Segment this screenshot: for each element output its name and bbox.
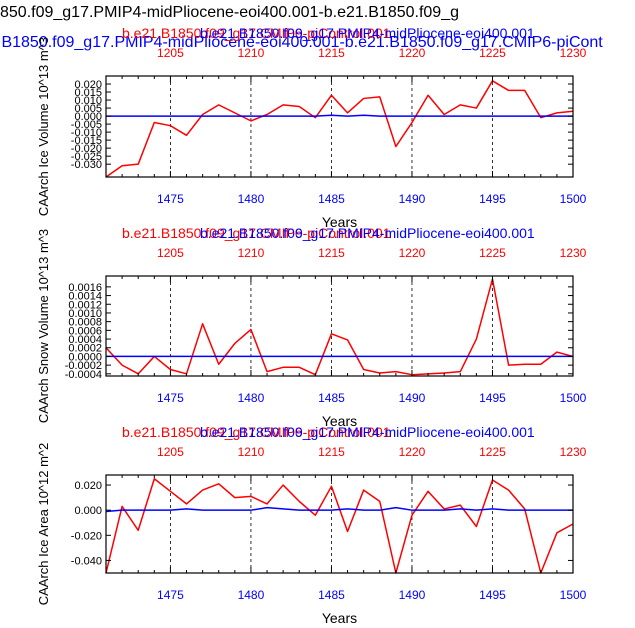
y-tick-label: 0.0008 [68,317,102,329]
x-tick-label: 1500 [560,192,587,206]
x-top-tick-label: 1225 [479,46,506,60]
panel-top-title-blue: b.e21.B1850.f09_g17.PMIP4-midPliocene-eo… [200,25,535,41]
x-tick-label: 1495 [479,391,506,405]
y-tick-label: -0.015 [71,135,102,147]
x-axis-label: Years [322,413,357,429]
x-tick-label: 1480 [238,192,265,206]
y-tick-label: -0.020 [71,530,102,542]
y-tick-label: -0.010 [71,127,102,139]
y-tick-label: 0.0014 [68,291,102,303]
panel-1: b.e21.B1850.f09_g17.CMIP6-piControl.001b… [36,25,587,230]
x-tick-label: 1500 [560,588,587,602]
figure-title-line-2: .B1850.f09_g17.PMIP4-midPliocene-eoi400.… [0,34,603,51]
y-tick-label: 0.0002 [68,343,102,355]
plot-frame [105,75,574,178]
x-tick-label: 1480 [238,391,265,405]
y-axis-label: CAArch Snow Volume 10^13 m^3 [36,229,51,423]
x-top-tick-label: 1215 [318,246,345,260]
series-line-piControl [105,278,574,376]
y-tick-label: -0.040 [71,555,102,567]
x-tick-label: 1490 [399,391,426,405]
x-tick-label: 1490 [399,192,426,206]
x-tick-label: 1485 [318,588,345,602]
x-top-tick-label: 1225 [479,246,506,260]
y-tick-label: -0.025 [71,151,102,163]
x-tick-label: 1500 [560,391,587,405]
y-tick-label: -0.020 [71,143,102,155]
y-tick-label: 0.0010 [68,308,102,320]
x-top-tick-label: 1230 [560,246,587,260]
x-tick-label: 1490 [399,588,426,602]
x-top-tick-label: 1220 [399,246,426,260]
x-top-tick-label: 1210 [238,445,265,459]
x-top-tick-label: 1205 [157,246,184,260]
y-axis-label: CAArch Ice Volume 10^13 m^3 [36,37,51,216]
panel-top-title-red: b.e21.B1850.f09_g17.CMIP6-piControl.001 [122,25,391,41]
y-tick-label: 0.0004 [68,334,102,346]
x-top-tick-label: 1205 [157,445,184,459]
x-top-tick-label: 1205 [157,46,184,60]
panel-top-title-red: b.e21.B1850.f09_g17.CMIP6-piControl.001 [122,424,391,440]
x-top-tick-label: 1215 [318,445,345,459]
x-top-tick-label: 1215 [318,46,345,60]
plot-frame [105,275,574,377]
y-tick-label: 0.020 [74,79,102,91]
x-top-tick-label: 1220 [399,46,426,60]
x-top-tick-label: 1230 [560,46,587,60]
x-tick-label: 1485 [318,192,345,206]
figure-title-line-1: 850.f09_g17.PMIP4-midPliocene-eoi400.001… [0,4,459,21]
x-axis-label: Years [322,214,357,230]
y-tick-label: 0.015 [74,87,102,99]
y-tick-label: -0.0004 [65,369,102,381]
x-top-tick-label: 1225 [479,445,506,459]
panel-top-title-blue: b.e21.B1850.f09_g17.PMIP4-midPliocene-eo… [200,225,535,241]
x-axis-label: Years [322,610,357,626]
panel-3: b.e21.B1850.f09_g17.CMIP6-piControl.001b… [36,424,587,626]
y-tick-label: 0.005 [74,103,102,115]
x-top-tick-label: 1230 [560,445,587,459]
y-tick-label: 0.0016 [68,282,102,294]
y-tick-label: 0.020 [74,480,102,492]
x-top-tick-label: 1220 [399,445,426,459]
x-tick-label: 1480 [238,588,265,602]
y-tick-label: 0.000 [74,505,102,517]
panels: b.e21.B1850.f09_g17.CMIP6-piControl.001b… [36,25,587,626]
y-tick-label: -0.0002 [65,360,102,372]
y-tick-label: -0.030 [71,159,102,171]
y-tick-label: 0.000 [74,111,102,123]
x-top-tick-label: 1210 [238,46,265,60]
series-line-midPliocene [106,114,573,117]
series-line-piControl [105,478,574,574]
series-line-piControl [105,80,574,178]
plot-frame [105,474,574,574]
x-top-tick-label: 1210 [238,246,265,260]
series-line-midPliocene [105,506,573,513]
x-tick-label: 1485 [318,391,345,405]
panel-top-title-blue: b.e21.B1850.f09_g17.PMIP4-midPliocene-eo… [200,424,535,440]
y-tick-label: 0.010 [74,95,102,107]
y-axis-label: CAArch Ice Area 10^12 m^2 [36,443,51,606]
y-tick-label: -0.005 [71,119,102,131]
x-tick-label: 1475 [157,391,184,405]
x-tick-label: 1495 [479,192,506,206]
y-tick-label: 0.0012 [68,299,102,311]
x-tick-label: 1495 [479,588,506,602]
panel-2: b.e21.B1850.f09_g17.CMIP6-piControl.001b… [36,225,587,429]
panel-top-title-red: b.e21.B1850.f09_g17.CMIP6-piControl.001 [122,225,391,241]
x-tick-label: 1475 [157,192,184,206]
y-tick-label: 0.0000 [68,351,102,363]
y-tick-label: 0.0006 [68,325,102,337]
x-tick-label: 1475 [157,588,184,602]
